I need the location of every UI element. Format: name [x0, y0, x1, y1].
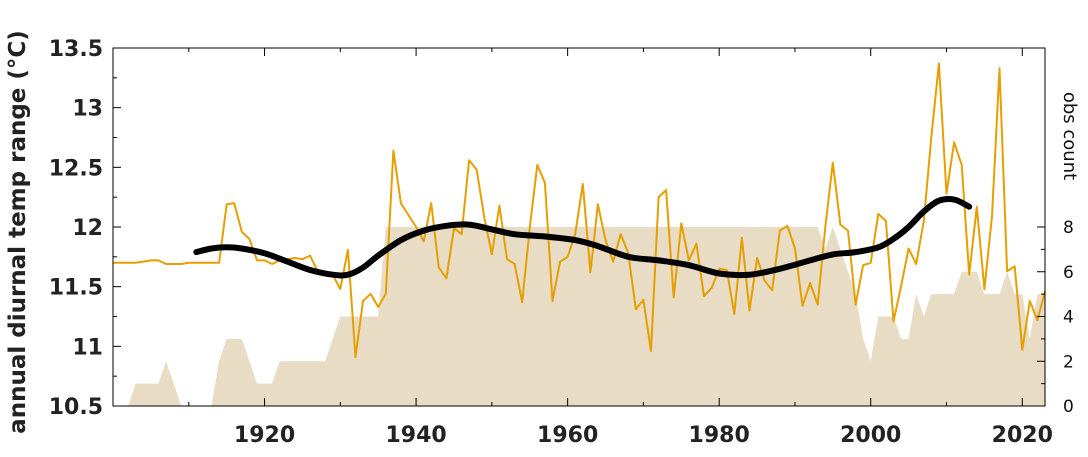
- y-tick-label-left: 10.5: [49, 395, 103, 420]
- y-tick-label-right: 4: [1063, 308, 1074, 328]
- y-tick-label-left: 12.5: [49, 156, 103, 181]
- annual-series-layer: [113, 62, 1046, 359]
- y-tick-label-left: 11.5: [49, 276, 103, 301]
- annual-series-line: [113, 62, 1046, 359]
- y-tick-label-right: 6: [1063, 263, 1074, 283]
- y-tick-label-right: 2: [1063, 352, 1074, 372]
- x-tick-label: 1980: [689, 423, 750, 448]
- obs-count-area: [128, 227, 1045, 406]
- x-tick-label: 1920: [234, 423, 295, 448]
- x-tick-label: 1940: [385, 423, 446, 448]
- obs-count-area-layer: [128, 227, 1045, 406]
- x-tick-label: 2000: [840, 423, 901, 448]
- smooth-series-layer: [193, 196, 973, 279]
- x-tick-label: 2020: [992, 423, 1053, 448]
- y-tick-label-left: 12: [72, 216, 103, 241]
- y-axis-label-left: annual diurnal temp range (°C): [5, 30, 31, 434]
- ticks-layer: [113, 47, 1045, 407]
- y-tick-label-right: 8: [1063, 218, 1074, 238]
- y-tick-label-left: 13.5: [49, 37, 103, 62]
- tick-labels-layer: 10.5 11 11.5 12 12.5 13 13.5 0 2 4 6 8 1920 1940 1960 1…: [49, 37, 1074, 448]
- y-tick-label-right: 0: [1063, 397, 1074, 417]
- y-tick-label-left: 13: [72, 97, 103, 122]
- x-tick-label: 1960: [537, 423, 598, 448]
- y-tick-label-left: 11: [72, 335, 103, 360]
- y-axis-label-right: obs count: [1059, 92, 1080, 180]
- smooth-series-line: [193, 196, 973, 279]
